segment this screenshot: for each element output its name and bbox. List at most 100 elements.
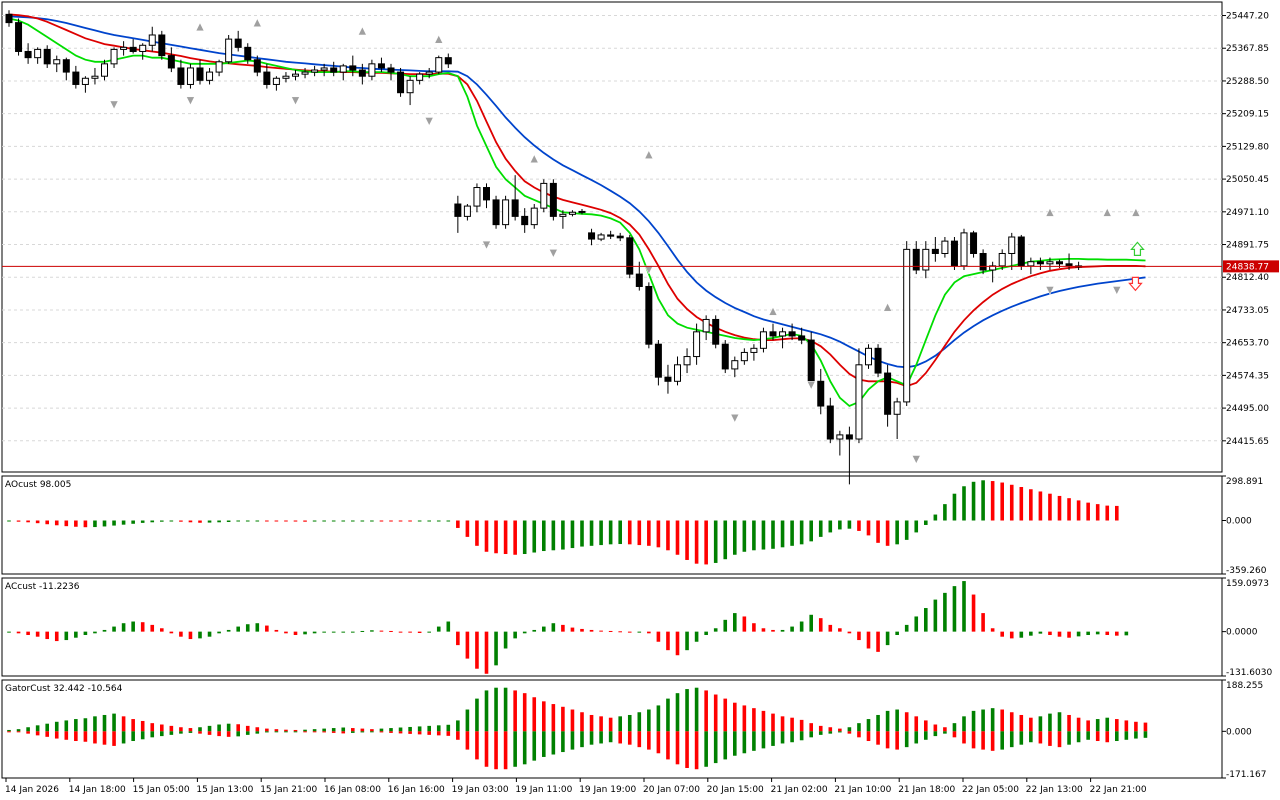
candle-body bbox=[540, 182, 548, 209]
histogram-bar bbox=[580, 520, 584, 547]
histogram-bar bbox=[7, 631, 11, 633]
histogram-bar bbox=[351, 631, 355, 633]
candle-body bbox=[425, 71, 433, 75]
histogram-bar bbox=[503, 687, 508, 732]
histogram-bar bbox=[876, 714, 880, 732]
histogram-bar bbox=[532, 629, 537, 632]
candle-body bbox=[5, 13, 13, 24]
histogram-bar bbox=[64, 720, 69, 732]
candle-body bbox=[444, 57, 452, 65]
histogram-bar bbox=[217, 520, 221, 523]
histogram-bar bbox=[236, 724, 240, 732]
candle-body bbox=[511, 199, 519, 217]
y-tick-label: 25129.80 bbox=[1226, 142, 1269, 152]
gator-lower-bar bbox=[1076, 731, 1081, 743]
histogram-bar bbox=[494, 520, 498, 554]
candle bbox=[349, 55, 357, 77]
candle bbox=[779, 327, 787, 349]
histogram-bar bbox=[236, 626, 240, 632]
histogram-bar bbox=[255, 623, 260, 632]
histogram-bar bbox=[723, 619, 728, 632]
histogram-bar bbox=[1038, 491, 1043, 521]
histogram-bar bbox=[427, 631, 431, 633]
histogram-bar bbox=[417, 520, 422, 522]
gator-lower-bar bbox=[971, 731, 976, 749]
histogram-bar bbox=[150, 624, 155, 632]
fractal-down-marker bbox=[1045, 286, 1055, 296]
candle-body bbox=[597, 234, 605, 240]
histogram-bar bbox=[704, 690, 708, 732]
candle bbox=[53, 55, 61, 73]
candle-body bbox=[960, 232, 968, 267]
y-tick-label: 298.891 bbox=[1226, 477, 1263, 487]
histogram-bar bbox=[465, 709, 470, 732]
y-tick-label: 0.000 bbox=[1226, 517, 1252, 527]
histogram-bar bbox=[408, 520, 412, 522]
candle bbox=[206, 67, 214, 85]
candle-body bbox=[845, 434, 853, 440]
candle-body bbox=[206, 71, 214, 81]
gator-lower-bar bbox=[828, 731, 833, 734]
candle-body bbox=[817, 380, 825, 407]
candle bbox=[960, 228, 968, 270]
gator-lower-bar bbox=[494, 731, 498, 770]
histogram-bar bbox=[54, 721, 59, 732]
y-tick-label: 24415.65 bbox=[1226, 437, 1269, 447]
histogram-bar bbox=[818, 520, 823, 537]
candle-body bbox=[292, 73, 299, 77]
candle bbox=[158, 30, 166, 60]
histogram-bar bbox=[331, 520, 336, 522]
gator-lower-bar bbox=[64, 731, 69, 740]
candle bbox=[129, 39, 137, 54]
candle-body bbox=[244, 46, 252, 61]
histogram-bar bbox=[217, 631, 221, 634]
histogram-bar bbox=[885, 520, 890, 546]
signal-up-arrow bbox=[1130, 241, 1145, 256]
gator-lower-bar bbox=[121, 731, 126, 744]
gator-lower-bar bbox=[54, 731, 59, 739]
fractal-down-marker bbox=[806, 381, 816, 390]
candle-body bbox=[473, 187, 481, 207]
price-pane: 25447.20 25367.85 25288.50 25209.15 25129.80… bbox=[2, 10, 1279, 485]
candle-body bbox=[568, 211, 576, 215]
histogram-bar bbox=[771, 629, 775, 632]
gator-lower-bar bbox=[666, 731, 670, 760]
candle-body bbox=[387, 67, 395, 73]
histogram-bar bbox=[112, 520, 116, 526]
gator-lower-bar bbox=[818, 731, 823, 735]
histogram-bar bbox=[379, 630, 384, 632]
candle bbox=[1065, 253, 1073, 270]
histogram-bar bbox=[885, 710, 890, 732]
histogram-bar bbox=[981, 613, 985, 632]
candle bbox=[664, 364, 672, 394]
fractal-down-marker bbox=[1112, 286, 1122, 296]
candle-body bbox=[674, 364, 681, 382]
gator-lower-bar bbox=[169, 731, 174, 735]
candle-body bbox=[645, 285, 653, 345]
histogram-bar bbox=[799, 719, 804, 732]
fractal-up-marker bbox=[768, 306, 778, 316]
histogram-bar bbox=[532, 697, 537, 732]
gator-lower-bar bbox=[74, 731, 78, 742]
histogram-bar bbox=[838, 728, 842, 732]
candle bbox=[855, 348, 863, 444]
histogram-bar bbox=[188, 728, 193, 732]
gator-lower-bar bbox=[522, 731, 527, 765]
candle-body bbox=[559, 213, 567, 217]
histogram-bar bbox=[1143, 722, 1148, 732]
histogram-bar bbox=[236, 520, 240, 522]
candle bbox=[626, 234, 634, 279]
histogram-bar bbox=[799, 520, 804, 545]
candle-body bbox=[253, 59, 261, 73]
histogram-bar bbox=[1095, 504, 1100, 521]
histogram-bar bbox=[771, 713, 775, 732]
histogram-bar bbox=[1000, 709, 1004, 732]
histogram-bar bbox=[904, 624, 909, 632]
histogram-bar bbox=[7, 520, 11, 522]
histogram-bar bbox=[761, 520, 766, 550]
histogram-bar bbox=[312, 729, 317, 732]
histogram-bar bbox=[790, 626, 794, 632]
candle bbox=[759, 327, 767, 353]
